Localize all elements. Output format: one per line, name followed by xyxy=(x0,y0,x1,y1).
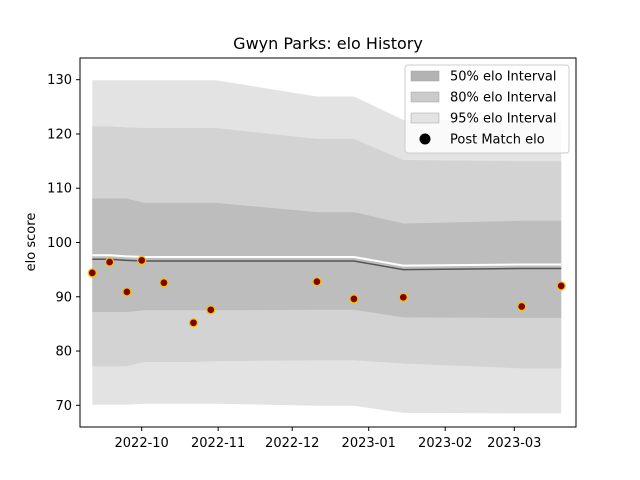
y-tick-label: 120 xyxy=(47,127,72,142)
y-tick-label: 80 xyxy=(55,345,72,360)
post-match-point xyxy=(188,318,199,328)
legend-label: 80% elo Interval xyxy=(450,91,557,106)
y-tick-label: 100 xyxy=(47,236,72,251)
x-tick-label: 2023-01 xyxy=(342,436,396,451)
y-axis: 70 80 90 100 110 120 130 xyxy=(47,73,80,414)
legend-label: 50% elo Interval xyxy=(450,70,557,85)
mean-lines xyxy=(92,254,562,271)
post-match-point xyxy=(122,287,132,297)
x-tick-label: 2022-11 xyxy=(191,436,245,451)
legend-label: Post Match elo xyxy=(450,133,545,148)
band-50-area xyxy=(92,198,562,318)
post-match-point xyxy=(206,305,216,315)
post-match-point xyxy=(398,292,408,302)
post-match-point xyxy=(349,294,359,304)
y-tick-label: 130 xyxy=(47,73,72,88)
mean-line xyxy=(92,258,562,271)
legend-swatch xyxy=(410,112,440,124)
x-tick-label: 2023-03 xyxy=(487,436,541,451)
legend-label: 95% elo Interval xyxy=(450,112,557,127)
post-match-point xyxy=(159,278,169,288)
post-match-point xyxy=(312,276,322,287)
legend-box xyxy=(404,64,570,154)
post-match-point xyxy=(517,301,527,312)
post-match-points xyxy=(87,255,566,328)
legend: 50% elo Interval 80% elo Interval 95% elo … xyxy=(404,64,570,154)
x-tick-label: 2022-12 xyxy=(265,436,319,451)
interval-bands xyxy=(92,80,562,414)
y-tick-label: 70 xyxy=(55,399,72,414)
legend-swatch xyxy=(410,91,440,103)
x-axis: 2022-10 2022-11 2022-12 2023-01 2023-02 2023-… xyxy=(115,427,541,451)
post-match-point xyxy=(556,281,566,291)
post-match-point xyxy=(137,255,147,266)
legend-swatch xyxy=(410,70,440,82)
y-tick-label: 110 xyxy=(47,182,72,197)
x-tick-label: 2022-10 xyxy=(115,436,169,451)
legend-marker xyxy=(419,133,431,145)
chart-title: Gwyn Parks: elo History xyxy=(233,34,423,53)
y-axis-label: elo score xyxy=(24,213,39,272)
x-tick-label: 2023-02 xyxy=(418,436,472,451)
post-match-point xyxy=(87,268,97,278)
y-tick-label: 90 xyxy=(55,290,72,305)
mean-line-upper xyxy=(92,254,562,267)
post-match-point xyxy=(104,257,115,267)
